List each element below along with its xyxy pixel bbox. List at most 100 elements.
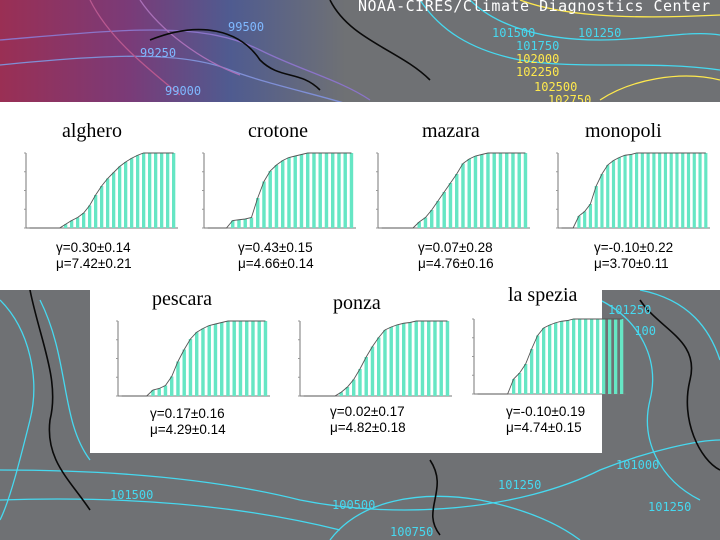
bar — [324, 153, 329, 228]
isobar-label: 101250 — [648, 500, 692, 514]
gamma-value: γ=0.07±0.28 — [418, 240, 493, 255]
bar — [257, 321, 261, 396]
stat-block-crotone: γ=0.43±0.15 μ=4.66±0.14 — [238, 240, 314, 272]
bar — [669, 153, 673, 228]
fit-curve — [477, 318, 622, 395]
bar — [142, 153, 146, 228]
bar — [523, 153, 528, 228]
bar — [287, 157, 291, 228]
bar — [588, 204, 593, 228]
station-title-mazara: mazara — [422, 120, 480, 142]
bar — [492, 153, 496, 228]
bar — [160, 153, 164, 228]
bar — [596, 319, 600, 394]
bar — [560, 321, 564, 394]
stat-block-pescara: γ=0.17±0.16 μ=4.29±0.14 — [150, 406, 226, 438]
station-title-monopoli: monopoli — [585, 120, 662, 142]
bar — [505, 153, 509, 228]
bar — [414, 321, 418, 396]
bar — [606, 165, 610, 228]
fit-curve — [561, 152, 706, 229]
bar — [88, 205, 92, 228]
bar — [352, 379, 356, 396]
bar — [566, 320, 570, 394]
fit-curve — [121, 320, 266, 397]
bar — [148, 153, 152, 228]
gamma-value: γ=0.30±0.14 — [56, 240, 131, 255]
bar — [226, 321, 230, 396]
bar — [473, 156, 478, 228]
bar — [343, 153, 347, 228]
bar — [154, 153, 158, 228]
gamma-value: γ=0.02±0.17 — [330, 404, 405, 419]
bar — [82, 213, 86, 228]
bar — [623, 155, 627, 228]
stat-block-la-spezia: γ=-0.10±0.19 μ=4.74±0.15 — [506, 404, 585, 436]
bar — [237, 219, 241, 228]
bar — [349, 153, 354, 228]
bar — [337, 153, 341, 228]
bar — [281, 160, 285, 228]
bar — [389, 327, 393, 396]
bar — [274, 165, 279, 228]
bar — [423, 217, 428, 228]
isobar-label: 102750 — [548, 93, 592, 103]
bar — [611, 160, 616, 228]
isobar-label: 101750 — [516, 39, 560, 53]
mu-value: μ=4.74±0.15 — [506, 420, 582, 435]
bar — [76, 217, 80, 228]
station-title-alghero: alghero — [62, 120, 122, 142]
mu-value: μ=7.42±0.21 — [56, 256, 132, 271]
bar — [480, 154, 484, 228]
fit-curve — [381, 152, 526, 229]
bar — [590, 319, 594, 394]
bar — [554, 322, 558, 394]
isobar-label: 102000 — [516, 52, 560, 66]
bar — [620, 319, 624, 394]
bar — [370, 346, 375, 396]
bar — [663, 153, 668, 228]
isobar-label: 102250 — [516, 65, 560, 79]
bar — [339, 392, 343, 396]
bar — [511, 153, 515, 228]
bar — [318, 153, 322, 228]
isobar-label: 102500 — [534, 80, 578, 94]
bar — [542, 328, 546, 394]
bar — [602, 319, 606, 394]
bar — [151, 390, 155, 396]
bar — [163, 385, 168, 396]
gamma-value: γ=-0.10±0.22 — [594, 240, 674, 255]
bar — [188, 339, 193, 396]
cdf-chart-crotone — [202, 152, 356, 229]
bar — [461, 163, 465, 228]
bar — [245, 321, 249, 396]
mu-value: μ=3.70±0.11 — [594, 256, 669, 271]
mu-value: μ=4.66±0.14 — [238, 256, 314, 271]
isobar-label: 99500 — [228, 20, 265, 34]
gamma-value: γ=0.17±0.16 — [150, 406, 225, 421]
bar — [172, 153, 176, 228]
isobar-label: 101500 — [492, 26, 536, 40]
bar — [698, 153, 702, 228]
stations-panel-bottom — [90, 288, 602, 453]
bar — [577, 216, 581, 228]
bar — [436, 201, 440, 228]
stat-block-ponza: γ=0.02±0.17 μ=4.82±0.18 — [330, 404, 406, 436]
bar — [249, 217, 254, 228]
mu-value: μ=4.76±0.16 — [418, 256, 494, 271]
bar — [617, 157, 621, 228]
bar — [681, 153, 685, 228]
bar — [306, 153, 310, 228]
bar — [124, 162, 128, 228]
bar — [408, 322, 412, 396]
bar — [231, 220, 235, 228]
gamma-value: γ=-0.10±0.19 — [506, 404, 586, 419]
bar — [524, 364, 528, 394]
bar — [299, 154, 304, 228]
bar — [614, 319, 618, 394]
bar — [64, 224, 68, 228]
bar — [646, 153, 650, 228]
bar — [675, 153, 679, 228]
stat-block-monopoli: γ=-0.10±0.22 μ=3.70±0.11 — [594, 240, 673, 272]
bar — [640, 153, 644, 228]
